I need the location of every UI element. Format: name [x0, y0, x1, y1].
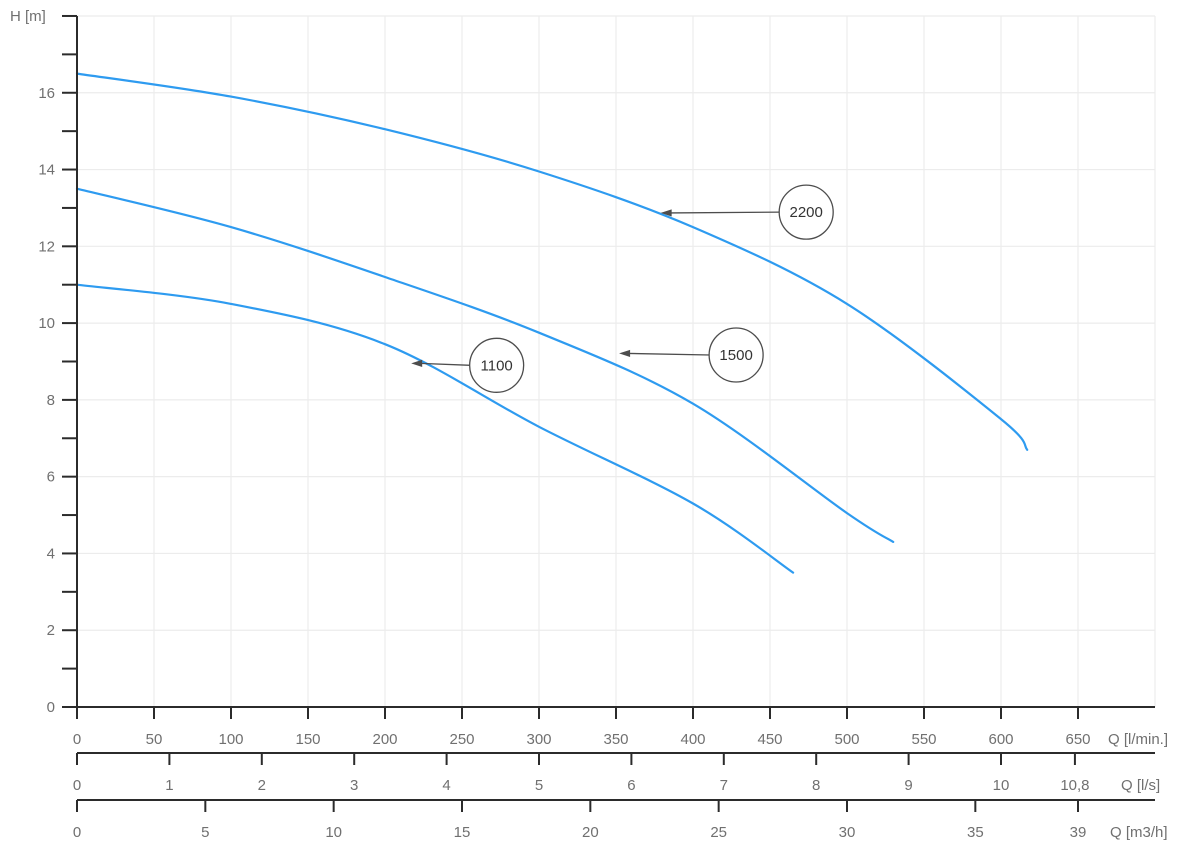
x-tick-label: 650 — [1065, 731, 1090, 748]
y-tick-label: 2 — [47, 622, 55, 639]
x-tick-label: 10,8 — [1060, 777, 1089, 794]
y-axis-title: H [m] — [10, 8, 46, 25]
x-tick-label: 400 — [680, 731, 705, 748]
annotation-arrow-line — [420, 362, 471, 366]
x-tick-label: 10 — [993, 777, 1010, 794]
x-tick-label: 0 — [73, 777, 81, 794]
x-tick-label: 5 — [201, 824, 209, 841]
y-tick-label: 4 — [47, 545, 55, 562]
x-tick-label: 2 — [258, 777, 266, 794]
x-tick-label: 9 — [904, 777, 912, 794]
x-tick-label: 4 — [442, 777, 450, 794]
y-tick-label: 0 — [47, 699, 55, 716]
x-axis-lmin-title: Q [l/min.] — [1108, 731, 1168, 748]
x-tick-label: 50 — [146, 731, 163, 748]
x-tick-label: 30 — [839, 824, 856, 841]
x-tick-label: 100 — [218, 731, 243, 748]
x-tick-label: 600 — [988, 731, 1013, 748]
x-tick-label: 15 — [454, 824, 471, 841]
x-tick-label: 200 — [372, 731, 397, 748]
y-tick-label: 10 — [38, 315, 55, 332]
x-tick-label: 8 — [812, 777, 820, 794]
x-tick-label: 550 — [911, 731, 936, 748]
pump-curve-1100 — [75, 283, 795, 574]
x-tick-label: 300 — [526, 731, 551, 748]
annotation-label: 1100 — [481, 357, 513, 374]
x-tick-label: 0 — [73, 824, 81, 841]
annotation-circle — [708, 327, 764, 383]
x-tick-label: 10 — [325, 824, 342, 841]
x-tick-label: 6 — [627, 777, 635, 794]
x-tick-label: 3 — [350, 777, 358, 794]
x-axis-ls-title: Q [l/s] — [1121, 777, 1160, 794]
x-tick-label: 5 — [535, 777, 543, 794]
annotation-label: 1500 — [719, 347, 752, 364]
x-tick-label: 350 — [603, 731, 628, 748]
pump-curves — [75, 72, 1029, 574]
annotation-circle — [468, 337, 525, 393]
annotation-arrow-line — [669, 211, 781, 214]
y-tick-label: 16 — [38, 85, 55, 102]
annotation-arrow-head — [660, 209, 672, 217]
annotation-circle — [778, 184, 834, 240]
curve-annotation-1100: 1100 — [411, 337, 525, 393]
x-tick-label: 500 — [834, 731, 859, 748]
x-tick-label: 1 — [165, 777, 173, 794]
x-tick-label: 39 — [1070, 824, 1087, 841]
curve-annotation-2200: 2200 — [660, 184, 834, 240]
x-axis-m3h-title: Q [m3/h] — [1110, 824, 1168, 841]
y-tick-label: 6 — [47, 469, 55, 486]
x-tick-label: 450 — [757, 731, 782, 748]
curve-annotations: 1100 1500 2200 — [411, 184, 834, 393]
annotation-arrow-head — [619, 349, 631, 358]
gridlines — [77, 15, 1156, 707]
pump-curve-1500 — [75, 187, 895, 543]
curve-annotation-1500: 1500 — [619, 327, 764, 383]
x-tick-label: 0 — [73, 731, 81, 748]
annotation-label: 2200 — [790, 204, 823, 221]
x-tick-label: 35 — [967, 824, 984, 841]
annotation-arrow-line — [628, 352, 711, 356]
x-tick-label: 7 — [720, 777, 728, 794]
x-tick-label: 20 — [582, 824, 599, 841]
y-tick-label: 14 — [38, 162, 55, 179]
pump-curve-2200 — [75, 72, 1029, 451]
annotation-arrow-head — [411, 359, 423, 368]
y-tick-label: 12 — [38, 238, 55, 255]
x-tick-label: 25 — [710, 824, 727, 841]
x-tick-label: 250 — [449, 731, 474, 748]
y-tick-label: 8 — [47, 392, 55, 409]
x-tick-label: 150 — [295, 731, 320, 748]
